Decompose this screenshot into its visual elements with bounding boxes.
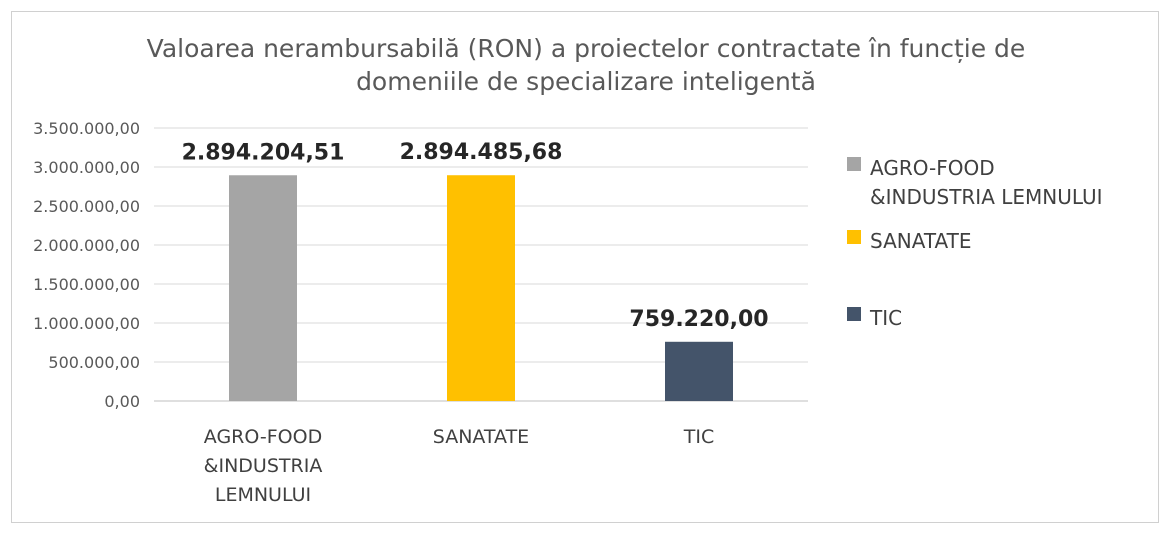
category-label: &INDUSTRIA — [204, 455, 323, 477]
y-tick-label: 500.000,00 — [48, 353, 140, 372]
x-axis-categories: AGRO-FOOD&INDUSTRIA LEMNULUI SANATATE TIC — [204, 426, 715, 506]
data-label: 2.894.485,68 — [400, 140, 563, 165]
y-tick-label: 3.500.000,00 — [33, 119, 140, 138]
legend-label: TIC — [869, 306, 902, 330]
y-tick-label: 3.000.000,00 — [33, 158, 140, 177]
chart-title-line: domeniile de specializare inteligentă — [356, 67, 816, 96]
bar — [229, 175, 297, 401]
chart-frame — [11, 11, 1159, 523]
legend-label: SANATATE — [870, 229, 971, 253]
data-labels: 2.894.204,51 2.894.485,68 759.220,00 — [182, 140, 769, 332]
bar — [665, 341, 733, 401]
chart-title-line: Valoarea nerambursabilă (RON) a proiecte… — [147, 34, 1026, 63]
bars — [229, 175, 733, 401]
data-label: 759.220,00 — [629, 307, 768, 332]
legend-label: AGRO-FOOD — [870, 156, 995, 180]
category-label: AGRO-FOOD — [204, 426, 322, 448]
y-tick-label: 2.500.000,00 — [33, 197, 140, 216]
category-label: SANATATE — [433, 426, 529, 448]
category-label: TIC — [683, 426, 714, 448]
chart-title: Valoarea nerambursabilă (RON) a proiecte… — [147, 34, 1026, 96]
legend-label: &INDUSTRIA LEMNULUI — [870, 185, 1103, 209]
bar — [447, 175, 515, 401]
y-axis-ticks: 0,00 500.000,00 1.000.000,00 1.500.000,00 2.… — [33, 119, 140, 411]
y-tick-label: 1.000.000,00 — [33, 314, 140, 333]
legend-swatch — [847, 157, 861, 171]
legend: AGRO-FOOD&INDUSTRIA LEMNULUI SANATATE TIC — [847, 156, 1103, 330]
legend-swatch — [847, 230, 861, 244]
legend-swatch — [847, 307, 861, 321]
category-label: LEMNULUI — [215, 484, 311, 506]
data-label: 2.894.204,51 — [182, 140, 345, 165]
y-tick-label: 2.000.000,00 — [33, 236, 140, 255]
y-tick-label: 0,00 — [104, 392, 140, 411]
y-tick-label: 1.500.000,00 — [33, 275, 140, 294]
